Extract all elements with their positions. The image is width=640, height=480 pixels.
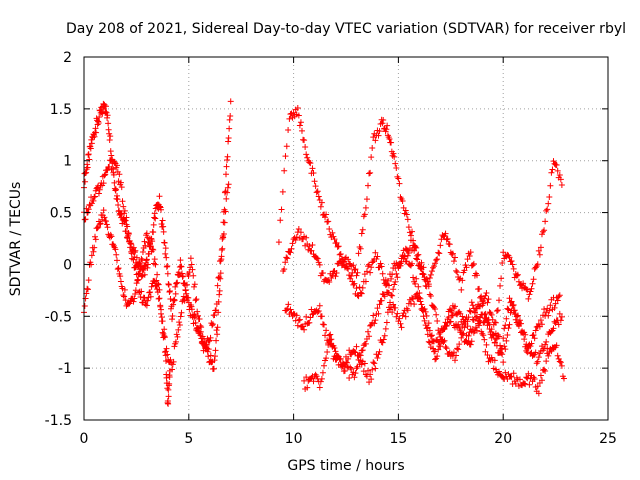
y-tick-label: 0.5 <box>50 206 72 222</box>
y-tick-label: -0.5 <box>45 309 72 325</box>
series-track-4 <box>275 104 565 346</box>
y-tick-label: 1 <box>63 154 72 170</box>
data-layer <box>81 98 567 407</box>
data-point-markers <box>301 237 567 397</box>
y-tick-label: 2 <box>63 50 72 66</box>
series-track-7 <box>301 237 567 397</box>
x-tick-label: 0 <box>80 431 89 447</box>
chart-title: Day 208 of 2021, Sidereal Day-to-day VTE… <box>66 21 626 37</box>
data-point-markers <box>280 225 563 358</box>
x-tick-label: 25 <box>599 431 617 447</box>
x-axis-label: GPS time / hours <box>287 458 404 474</box>
data-point-markers <box>275 104 565 346</box>
y-tick-label: -1 <box>58 361 72 377</box>
x-tick-label: 5 <box>184 431 193 447</box>
tick-layer: 0 5 10 15 20 25 -1.5 -1 -0.5 0 0.5 1 1.5 2 <box>45 50 617 447</box>
series-track-1 <box>81 98 234 372</box>
plot-frame <box>83 56 609 421</box>
series-track-5 <box>280 225 563 358</box>
y-tick-label: 0 <box>63 257 72 273</box>
x-tick-label: 20 <box>494 431 512 447</box>
x-tick-label: 15 <box>389 431 407 447</box>
y-tick-label: -1.5 <box>45 413 72 429</box>
data-point-markers <box>282 252 565 386</box>
x-tick-label: 10 <box>285 431 303 447</box>
y-tick-label: 1.5 <box>50 102 72 118</box>
series-track-6 <box>282 252 565 386</box>
y-axis-label: SDTVAR / TECUs <box>8 182 24 297</box>
data-point-markers <box>81 98 234 372</box>
